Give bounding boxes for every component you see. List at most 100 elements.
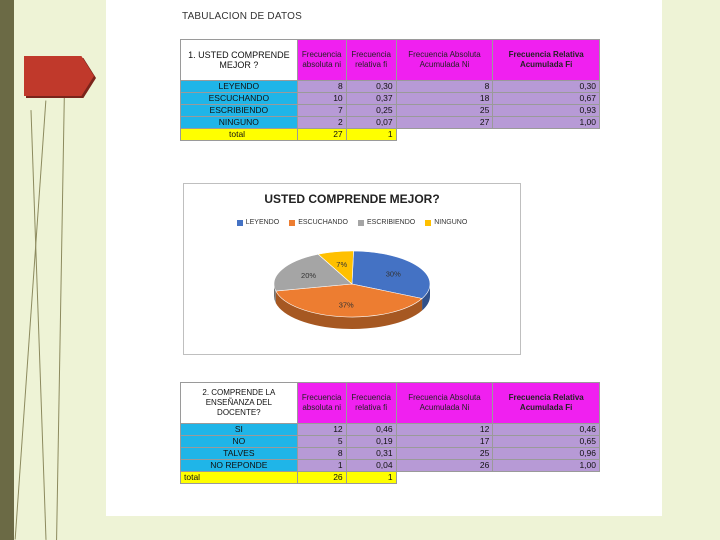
pie-slice [275, 283, 423, 318]
total-label: total [180, 128, 298, 141]
pie-slice [317, 250, 354, 285]
cell-ni: 8 [296, 80, 347, 93]
chart-title: USTED COMPRENDE MEJOR? [264, 192, 440, 206]
question-cell: 2. COMPRENDE LA ENSEÑANZA DEL DOCENTE? [180, 382, 298, 424]
legend-item: NINGUNO [425, 219, 467, 226]
cell-Ni: 26 [395, 459, 494, 472]
pie-slice-side [275, 291, 423, 329]
cell-Ni: 25 [395, 447, 494, 460]
total-fi: 1 [345, 471, 397, 484]
table-row: TALVES 8 0,31 25 0,96 [180, 447, 600, 460]
table-row: NINGUNO 2 0,07 27 1,00 [180, 116, 600, 129]
header-fi: Frecuencia relativa fi [345, 39, 397, 81]
pie-slice-side [274, 284, 276, 304]
header-Ni: Frecuencia Absoluta Acumulada Ni [395, 382, 494, 424]
total-ni: 27 [296, 128, 347, 141]
cell-ni: 1 [296, 459, 347, 472]
legend-item: LEYENDO [236, 219, 280, 226]
pie-slice [273, 253, 353, 292]
header-Fi: Frecuencia Relativa Acumulada Fi [492, 39, 600, 81]
cell-Fi: 0,65 [492, 435, 600, 448]
frequency-table-2: 2. COMPRENDE LA ENSEÑANZA DEL DOCENTE? F… [180, 382, 600, 484]
cell-ni: 2 [296, 116, 347, 129]
row-label: ESCRIBIENDO [180, 104, 298, 117]
legend-swatch [425, 219, 432, 226]
legend-item: ESCRIBIENDO [357, 219, 416, 226]
total-ni: 26 [296, 471, 347, 484]
pie-data-label: 37% [339, 300, 354, 309]
pie-data-label: 7% [336, 260, 347, 269]
question-cell: 1. USTED COMPRENDE MEJOR ? [180, 39, 298, 81]
cell-fi: 0,07 [345, 116, 397, 129]
header-Fi: Frecuencia Relativa Acumulada Fi [492, 382, 600, 424]
pie-chart: USTED COMPRENDE MEJOR? LEYENDO ESCUCHANDO… [183, 183, 521, 355]
cell-fi: 0,25 [345, 104, 397, 117]
page-title: TABULACION DE DATOS [182, 11, 302, 22]
cell-fi: 0,37 [345, 92, 397, 105]
pie-slice-side [422, 284, 430, 311]
header-ni: Frecuencia absoluta ni [296, 382, 347, 424]
total-row: total 26 1 [180, 471, 600, 484]
frequency-table-1: 1. USTED COMPRENDE MEJOR ? Frecuencia ab… [180, 39, 600, 141]
decor-line [14, 100, 47, 540]
legend-label: ESCRIBIENDO [366, 219, 416, 226]
row-label: NO REPONDE [180, 459, 298, 472]
pie-slice [351, 250, 431, 299]
pie-data-label: 20% [301, 271, 316, 280]
chart-legend: LEYENDO ESCUCHANDO ESCRIBIENDO NINGUNO [184, 219, 520, 226]
cell-Ni: 17 [395, 435, 494, 448]
cell-fi: 0,31 [345, 447, 397, 460]
table-row: NO REPONDE 1 0,04 26 1,00 [180, 459, 600, 472]
table-row: LEYENDO 8 0,30 8 0,30 [180, 80, 600, 93]
pie-svg: 30% 37% 20% 7% [273, 250, 431, 329]
cell-fi: 0,46 [345, 423, 397, 436]
legend-swatch [236, 219, 243, 226]
cell-ni: 7 [296, 104, 347, 117]
row-label: ESCUCHANDO [180, 92, 298, 105]
cell-ni: 5 [296, 435, 347, 448]
legend-swatch [357, 219, 364, 226]
pie-data-label: 30% [386, 269, 401, 278]
cell-ni: 10 [296, 92, 347, 105]
cell-ni: 8 [296, 447, 347, 460]
cell-Fi: 0,93 [492, 104, 600, 117]
legend-swatch [289, 219, 296, 226]
legend-label: LEYENDO [245, 219, 280, 226]
cell-Ni: 8 [395, 80, 494, 93]
total-label: total [180, 471, 298, 484]
legend-item: ESCUCHANDO [289, 219, 348, 226]
cell-fi: 0,19 [345, 435, 397, 448]
row-label: NO [180, 435, 298, 448]
header-ni: Frecuencia absoluta ni [296, 39, 347, 81]
row-label: TALVES [180, 447, 298, 460]
cell-Fi: 0,96 [492, 447, 600, 460]
header-fi: Frecuencia relativa fi [345, 382, 397, 424]
cell-Ni: 25 [395, 104, 494, 117]
left-decor-bar [0, 0, 14, 540]
legend-label: NINGUNO [434, 219, 468, 226]
total-fi: 1 [345, 128, 397, 141]
table-row: SI 12 0,46 12 0,46 [180, 423, 600, 436]
cell-fi: 0,04 [345, 459, 397, 472]
cell-Fi: 0,30 [492, 80, 600, 93]
table-row: ESCRIBIENDO 7 0,25 25 0,93 [180, 104, 600, 117]
cell-Fi: 0,46 [492, 423, 600, 436]
cell-Fi: 0,67 [492, 92, 600, 105]
table-row: NO 5 0,19 17 0,65 [180, 435, 600, 448]
row-label: NINGUNO [180, 116, 298, 129]
cell-Ni: 27 [395, 116, 494, 129]
header-Ni: Frecuencia Absoluta Acumulada Ni [395, 39, 494, 81]
red-arrow-tab [24, 56, 94, 96]
decor-line [30, 110, 47, 540]
total-row: total 27 1 [180, 128, 600, 141]
decor-line [56, 90, 65, 540]
cell-Ni: 12 [395, 423, 494, 436]
cell-Fi: 1,00 [492, 459, 600, 472]
cell-Fi: 1,00 [492, 116, 600, 129]
cell-Ni: 18 [395, 92, 494, 105]
row-label: LEYENDO [180, 80, 298, 93]
cell-ni: 12 [296, 423, 347, 436]
legend-label: ESCUCHANDO [298, 219, 348, 226]
table-row: ESCUCHANDO 10 0,37 18 0,67 [180, 92, 600, 105]
row-label: SI [180, 423, 298, 436]
